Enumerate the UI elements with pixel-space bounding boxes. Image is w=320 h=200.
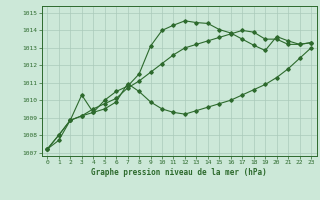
X-axis label: Graphe pression niveau de la mer (hPa): Graphe pression niveau de la mer (hPa) (91, 168, 267, 177)
